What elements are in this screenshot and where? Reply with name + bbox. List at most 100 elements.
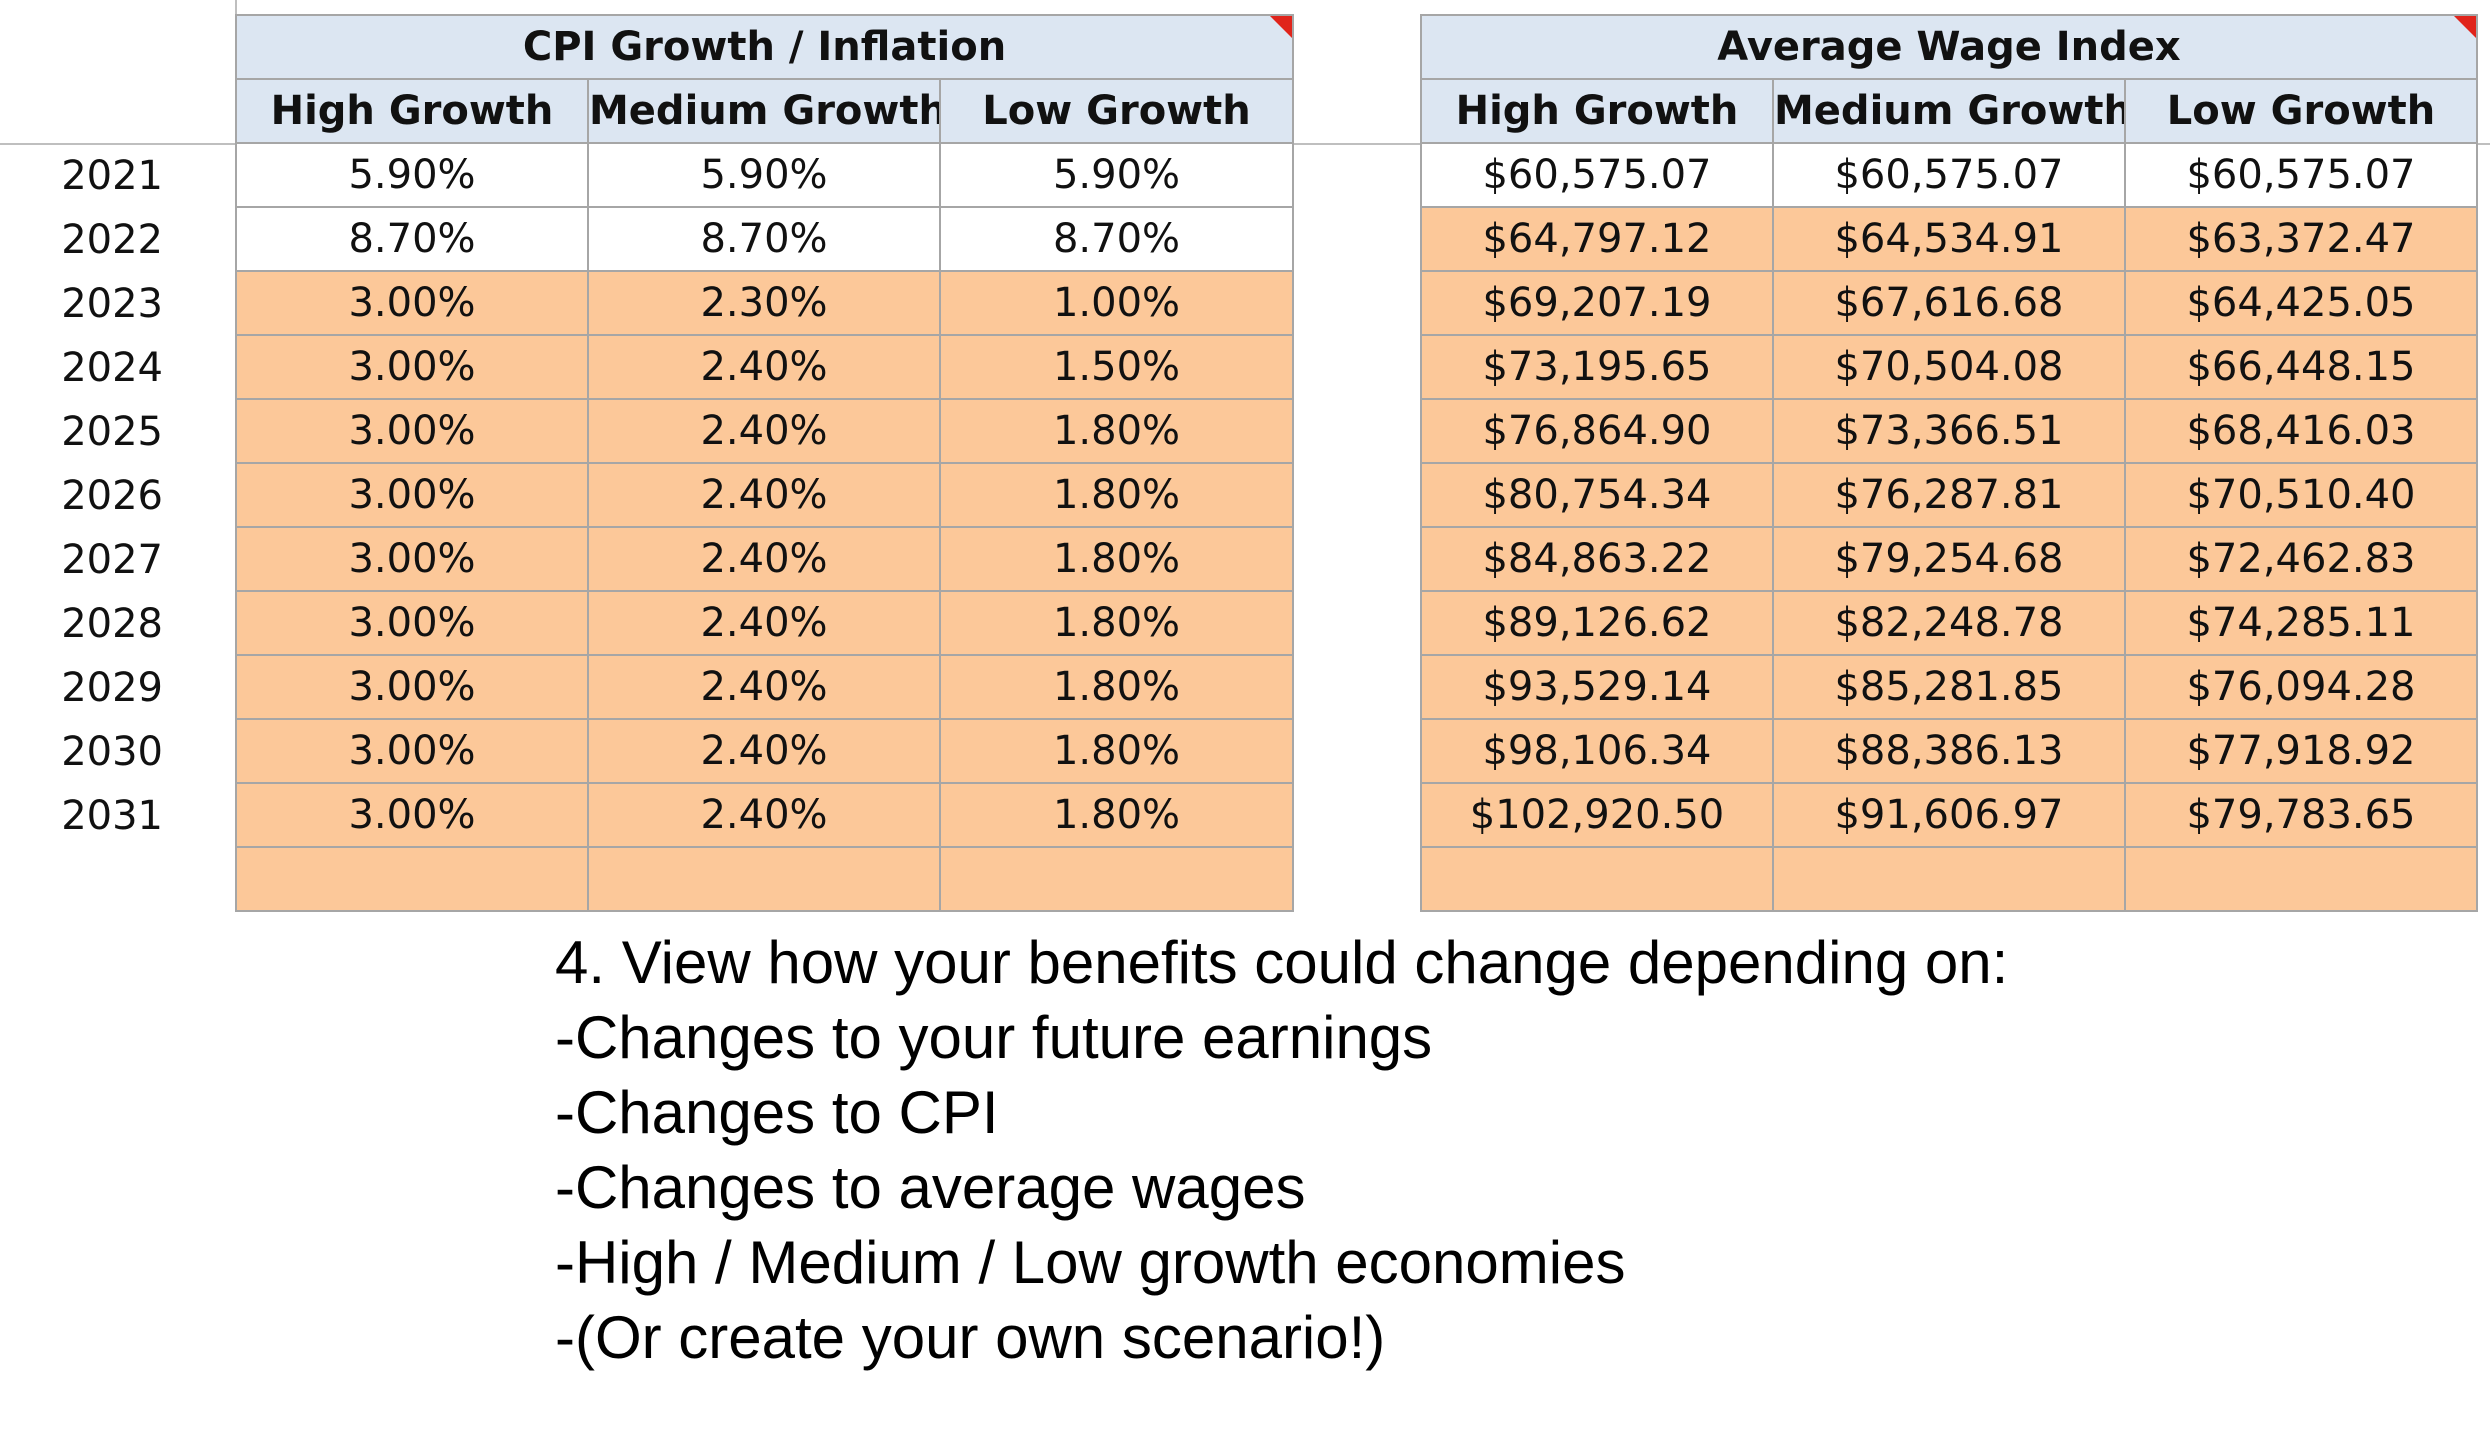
awi-cell[interactable]: $79,254.68 bbox=[1772, 526, 2126, 592]
awi-cell[interactable]: $77,918.92 bbox=[2123, 718, 2479, 784]
cpi-table-row: 3.00% 2.40% 1.50% bbox=[235, 334, 1295, 400]
cpi-cell[interactable]: 1.80% bbox=[938, 654, 1295, 720]
awi-cell[interactable]: $70,504.08 bbox=[1772, 334, 2126, 400]
cpi-table-title[interactable]: CPI Growth / Inflation bbox=[234, 14, 1295, 80]
awi-cell[interactable]: $60,575.07 bbox=[1772, 142, 2126, 208]
cpi-cell[interactable]: 2.40% bbox=[587, 718, 941, 784]
cpi-cell[interactable]: 3.00% bbox=[235, 590, 589, 656]
awi-table-row: $89,126.62 $82,248.78 $74,285.11 bbox=[1420, 590, 2479, 656]
awi-cell[interactable]: $80,754.34 bbox=[1420, 462, 1774, 528]
awi-cell[interactable]: $98,106.34 bbox=[1420, 718, 1774, 784]
cpi-cell[interactable]: 8.70% bbox=[235, 206, 589, 272]
awi-cell[interactable]: $89,126.62 bbox=[1420, 590, 1774, 656]
year-label: 2024 bbox=[61, 345, 163, 391]
awi-table-row: $102,920.50 $91,606.97 $79,783.65 bbox=[1420, 782, 2479, 848]
cpi-cell[interactable]: 3.00% bbox=[235, 334, 589, 400]
cpi-cell[interactable]: 2.40% bbox=[587, 654, 941, 720]
cpi-table-row: 3.00% 2.30% 1.00% bbox=[235, 270, 1295, 336]
sheet-column-edge bbox=[235, 0, 237, 14]
awi-cell[interactable]: $63,372.47 bbox=[2123, 206, 2479, 272]
awi-cell[interactable]: $88,386.13 bbox=[1772, 718, 2126, 784]
awi-table-title[interactable]: Average Wage Index bbox=[1419, 14, 2479, 80]
instructions-item: -Changes to your future earnings bbox=[555, 1004, 1433, 1071]
cpi-cell[interactable]: 1.80% bbox=[938, 590, 1295, 656]
awi-cell[interactable]: $74,285.11 bbox=[2123, 590, 2479, 656]
cpi-cell[interactable]: 2.40% bbox=[587, 334, 941, 400]
awi-cell[interactable]: $102,920.50 bbox=[1420, 782, 1774, 848]
cpi-cell[interactable]: 5.90% bbox=[235, 142, 589, 208]
cpi-cell[interactable]: 2.40% bbox=[587, 526, 941, 592]
cpi-cell[interactable]: 3.00% bbox=[235, 270, 589, 336]
cpi-cell[interactable]: 2.40% bbox=[587, 590, 941, 656]
cpi-cell[interactable]: 1.50% bbox=[938, 334, 1295, 400]
cpi-cell[interactable]: 1.80% bbox=[938, 782, 1295, 848]
awi-partial-row bbox=[1420, 846, 2479, 912]
cpi-cell[interactable]: 5.90% bbox=[587, 142, 941, 208]
cpi-cell[interactable]: 1.80% bbox=[938, 526, 1295, 592]
cpi-partial-cell bbox=[235, 846, 589, 912]
cpi-cell[interactable]: 1.80% bbox=[938, 398, 1295, 464]
cpi-partial-row bbox=[235, 846, 1295, 912]
awi-cell[interactable]: $85,281.85 bbox=[1772, 654, 2126, 720]
awi-partial-cell bbox=[1420, 846, 1774, 912]
year-label: 2031 bbox=[61, 793, 163, 839]
cpi-cell[interactable]: 1.80% bbox=[938, 718, 1295, 784]
awi-cell[interactable]: $76,864.90 bbox=[1420, 398, 1774, 464]
cpi-cell[interactable]: 2.40% bbox=[587, 462, 941, 528]
cpi-cell[interactable]: 3.00% bbox=[235, 654, 589, 720]
cpi-partial-cell bbox=[587, 846, 941, 912]
year-label: 2029 bbox=[61, 665, 163, 711]
cpi-partial-cell bbox=[938, 846, 1295, 912]
cpi-cell[interactable]: 3.00% bbox=[235, 398, 589, 464]
awi-cell[interactable]: $73,366.51 bbox=[1772, 398, 2126, 464]
awi-col-medium-growth[interactable]: Medium Growth bbox=[1772, 78, 2126, 144]
cpi-cell[interactable]: 2.40% bbox=[587, 398, 941, 464]
cpi-cell[interactable]: 3.00% bbox=[235, 782, 589, 848]
awi-cell[interactable]: $68,416.03 bbox=[2123, 398, 2479, 464]
cpi-col-low-growth[interactable]: Low Growth bbox=[938, 78, 1295, 144]
awi-col-low-growth[interactable]: Low Growth bbox=[2123, 78, 2479, 144]
awi-cell[interactable]: $70,510.40 bbox=[2123, 462, 2479, 528]
awi-cell[interactable]: $79,783.65 bbox=[2123, 782, 2479, 848]
cpi-cell[interactable]: 1.00% bbox=[938, 270, 1295, 336]
comment-indicator-icon[interactable] bbox=[2454, 17, 2476, 38]
awi-cell[interactable]: $60,575.07 bbox=[1420, 142, 1774, 208]
cpi-col-high-growth[interactable]: High Growth bbox=[235, 78, 589, 144]
cpi-growth-table: CPI Growth / Inflation High Growth Mediu… bbox=[234, 14, 1295, 912]
cpi-cell[interactable]: 1.80% bbox=[938, 462, 1295, 528]
cpi-cell[interactable]: 5.90% bbox=[938, 142, 1295, 208]
cpi-cell[interactable]: 8.70% bbox=[938, 206, 1295, 272]
awi-table-row: $84,863.22 $79,254.68 $72,462.83 bbox=[1420, 526, 2479, 592]
cpi-cell[interactable]: 2.30% bbox=[587, 270, 941, 336]
comment-indicator-icon[interactable] bbox=[1270, 17, 1292, 38]
awi-table-row: $73,195.65 $70,504.08 $66,448.15 bbox=[1420, 334, 2479, 400]
cpi-cell[interactable]: 3.00% bbox=[235, 718, 589, 784]
awi-cell[interactable]: $91,606.97 bbox=[1772, 782, 2126, 848]
year-label: 2026 bbox=[61, 473, 163, 519]
awi-cell[interactable]: $72,462.83 bbox=[2123, 526, 2479, 592]
awi-cell[interactable]: $67,616.68 bbox=[1772, 270, 2126, 336]
cpi-cell[interactable]: 2.40% bbox=[587, 782, 941, 848]
year-label: 2027 bbox=[61, 537, 163, 583]
awi-cell[interactable]: $60,575.07 bbox=[2123, 142, 2479, 208]
awi-col-high-growth[interactable]: High Growth bbox=[1420, 78, 1774, 144]
awi-cell[interactable]: $64,797.12 bbox=[1420, 206, 1774, 272]
instructions-item: -Changes to average wages bbox=[555, 1154, 1306, 1221]
awi-cell[interactable]: $93,529.14 bbox=[1420, 654, 1774, 720]
cpi-cell[interactable]: 3.00% bbox=[235, 526, 589, 592]
awi-cell[interactable]: $76,094.28 bbox=[2123, 654, 2479, 720]
cpi-cell[interactable]: 8.70% bbox=[587, 206, 941, 272]
awi-cell[interactable]: $66,448.15 bbox=[2123, 334, 2479, 400]
instructions-item: -Changes to CPI bbox=[555, 1079, 999, 1146]
awi-cell[interactable]: $64,534.91 bbox=[1772, 206, 2126, 272]
cpi-cell[interactable]: 3.00% bbox=[235, 462, 589, 528]
awi-cell[interactable]: $84,863.22 bbox=[1420, 526, 1774, 592]
awi-cell[interactable]: $73,195.65 bbox=[1420, 334, 1774, 400]
awi-cell[interactable]: $76,287.81 bbox=[1772, 462, 2126, 528]
cpi-col-medium-growth[interactable]: Medium Growth bbox=[587, 78, 941, 144]
awi-title-text: Average Wage Index bbox=[1717, 24, 2181, 70]
awi-cell[interactable]: $69,207.19 bbox=[1420, 270, 1774, 336]
awi-cell[interactable]: $64,425.05 bbox=[2123, 270, 2479, 336]
awi-table-row: $93,529.14 $85,281.85 $76,094.28 bbox=[1420, 654, 2479, 720]
awi-cell[interactable]: $82,248.78 bbox=[1772, 590, 2126, 656]
